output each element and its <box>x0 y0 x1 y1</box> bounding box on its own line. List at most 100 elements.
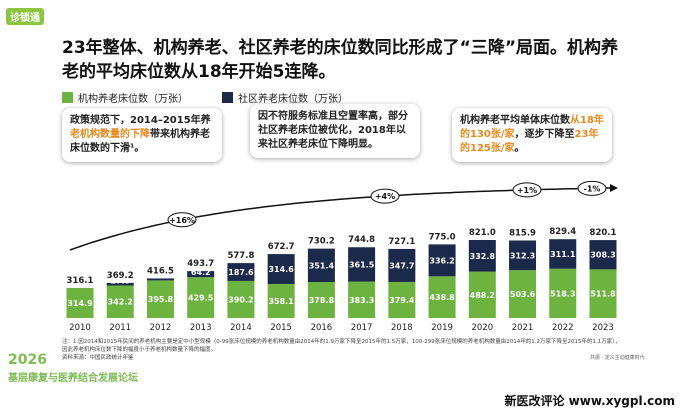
segment-label: 64.2 <box>191 268 211 277</box>
x-tick-label: 2021 <box>512 323 534 333</box>
x-tick-label: 2013 <box>190 323 212 333</box>
growth-label: +1% <box>517 186 537 195</box>
x-tick-label: 2018 <box>391 323 413 333</box>
segment-label: 429.5 <box>188 294 214 303</box>
segment-label: 379.4 <box>389 296 415 305</box>
bar-segment <box>388 281 416 318</box>
bar-segment <box>549 268 577 318</box>
callout-highlight: 从18年的130张/家 <box>460 115 604 140</box>
bar-segment <box>468 271 496 318</box>
growth-bubble <box>512 182 542 198</box>
callout-highlight: 老机构数量的下降 <box>70 129 150 140</box>
total-label: 821.0 <box>469 228 496 238</box>
x-tick-label: 2019 <box>431 323 453 333</box>
source: 资料来源：中国民政统计年鉴 <box>62 355 134 361</box>
footer-name: 基层康复与医养结合发展论坛 <box>8 373 138 384</box>
bar-segment <box>187 271 215 278</box>
bar-segment <box>348 281 376 318</box>
segment-label: 311.1 <box>550 250 576 259</box>
total-label: 815.9 <box>509 228 536 238</box>
legend-item: 社区养老床位数（万张） <box>222 90 348 105</box>
segment-label: 378.8 <box>309 296 335 305</box>
footer-year: 2026 <box>8 352 47 368</box>
segment-label: 314.9 <box>67 299 93 308</box>
chart: +16%+4%+1% -1%314.91.2316.12010342.227.03… <box>66 180 618 333</box>
total-label: 727.1 <box>388 237 415 247</box>
bar-segment <box>589 269 617 318</box>
x-tick-label: 2017 <box>351 323 373 333</box>
x-tick-label: 2012 <box>150 323 172 333</box>
segment-label: 336.2 <box>429 256 454 265</box>
segment-label: 351.4 <box>309 261 335 270</box>
bar-segment <box>388 248 416 282</box>
bar-segment <box>106 285 134 318</box>
bar-segment <box>66 288 94 318</box>
footnote: 注：1.因2014和2015年民间的养老机构主要是定中小型规模（0-99张床位规… <box>62 338 622 362</box>
segment-label: 503.6 <box>510 290 536 299</box>
x-tick-label: 2014 <box>230 323 252 333</box>
bar-segment <box>468 240 496 272</box>
callout-text: 机构养老平均单体床位数 <box>460 115 570 126</box>
segment-label: 1.2 <box>73 279 87 288</box>
right-logo: 共振 · 定义主动健康时代 <box>590 355 645 361</box>
bar-segment <box>227 280 255 318</box>
bar-segment <box>146 278 174 281</box>
segment-label: 314.6 <box>268 265 294 274</box>
x-tick-label: 2022 <box>552 323 574 333</box>
bar-segment <box>227 263 255 281</box>
total-label: 775.0 <box>429 232 456 242</box>
legend-label: 社区养老床位数（万张） <box>238 94 348 105</box>
x-tick-label: 2010 <box>69 323 91 333</box>
callout: 因不符服务标准且空置率高，部分社区养老床位被优化，2018年以来社区养老床位下降… <box>250 104 420 158</box>
bar-segment <box>146 280 174 318</box>
x-tick-label: 2023 <box>592 323 614 333</box>
legend-label: 机构养老床位数（万张） <box>78 94 188 105</box>
arrow-head <box>610 184 618 192</box>
growth-label: +4% <box>375 192 395 201</box>
x-tick-label: 2015 <box>270 323 292 333</box>
title: 23年整体、机构养老、社区养老的床位数同比形成了“三降”局面。机构养老的平均床位… <box>62 38 619 82</box>
callout-text: 带来机构养老床位数的下滑¹。 <box>70 129 210 154</box>
segment-label: 518.3 <box>550 289 575 298</box>
segment-label: 347.7 <box>389 261 414 270</box>
total-label: 829.4 <box>549 227 576 237</box>
logo: 诊锁通 <box>6 8 44 25</box>
segment-label: 332.8 <box>470 252 496 261</box>
segment-label: 390.2 <box>228 295 253 304</box>
callout-highlight: 23年的125张/家 <box>460 129 599 154</box>
bar-segment <box>509 270 537 318</box>
segment-label: 187.6 <box>228 268 254 277</box>
segment-label: 312.3 <box>510 251 535 260</box>
bar-segment <box>307 282 335 318</box>
x-tick-label: 2011 <box>109 323 131 333</box>
total-label: 672.7 <box>268 242 295 252</box>
x-tick-label: 2016 <box>311 323 333 333</box>
segment-label: 361.5 <box>349 260 375 269</box>
bar-segment <box>549 239 577 269</box>
segment-label: 511.8 <box>590 290 616 299</box>
note: 注：1.因2014和2015年民间的养老机构主要是定中小型规模（0-99张床位规… <box>62 339 621 353</box>
segment-label: 27.0 <box>110 276 130 285</box>
total-label: 820.1 <box>590 228 617 238</box>
bar-segment <box>589 240 617 270</box>
legend-item: 机构养老床位数（万张） <box>62 90 188 105</box>
total-label: 577.8 <box>227 251 254 261</box>
segment-label: 395.8 <box>148 295 174 304</box>
growth-label: +16% <box>169 216 195 225</box>
segment-label: 383.3 <box>349 296 374 305</box>
bar-segment <box>428 244 456 277</box>
segment-label: 438.8 <box>429 293 455 302</box>
bar-segment <box>348 247 376 282</box>
total-label: 416.5 <box>147 266 174 276</box>
total-label: 493.7 <box>187 259 214 269</box>
bar-segment <box>307 248 335 283</box>
bar-segment <box>267 254 295 284</box>
segment-label: 488.2 <box>470 291 495 300</box>
total-label: 369.2 <box>107 271 134 281</box>
watermark: 新医改评论 www.xygpl.com <box>504 394 675 408</box>
bar-segment <box>428 276 456 318</box>
callout: 政策规范下，2014–2015年养老机构数量的下降带来机构养老床位数的下滑¹。 <box>62 108 222 162</box>
callout-text: 。 <box>514 143 525 154</box>
callout-text: 因不符服务标准且空置率高，部分社区养老床位被优化，2018年以来社区养老床位下降… <box>258 111 408 150</box>
